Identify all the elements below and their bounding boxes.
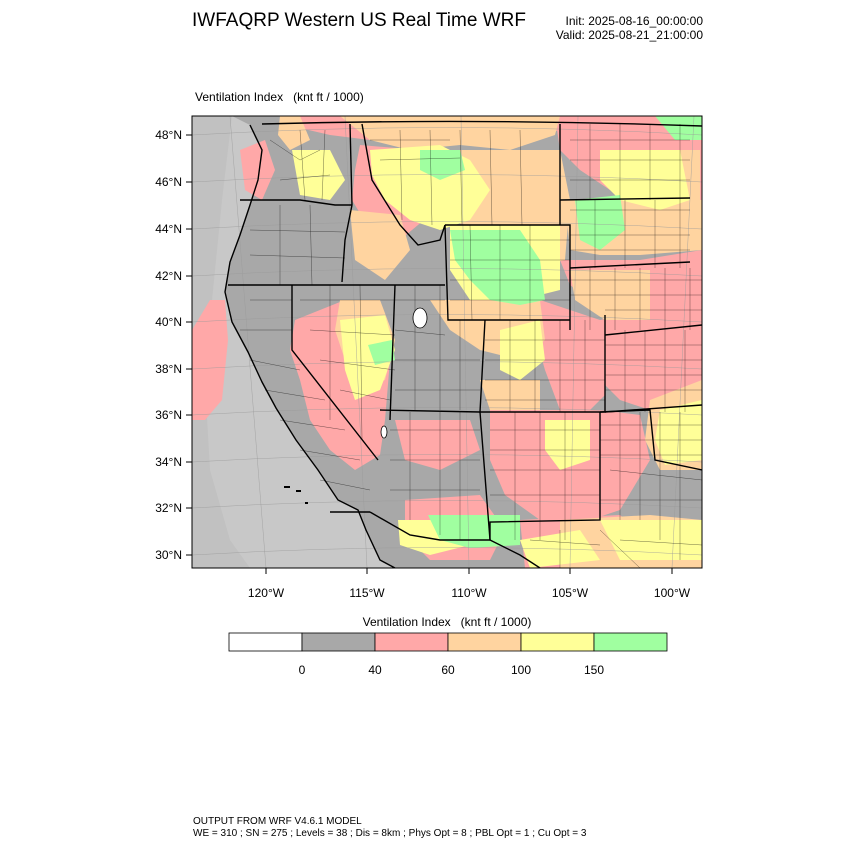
lon-label-120: 120°W (248, 586, 285, 600)
colorbar-swatch-1 (301, 632, 376, 652)
lat-labels: 48°N 46°N 44°N 42°N 40°N 38°N 36°N 34°N … (155, 128, 182, 562)
ventilation-map (192, 116, 702, 568)
valid-time: Valid: 2025-08-21_21:00:00 (555, 28, 703, 42)
colorbar-tick-label: 0 (299, 663, 306, 677)
lat-ticks (186, 134, 192, 556)
colorbar-tick-label: 100 (511, 663, 531, 677)
lon-label-110: 110°W (451, 586, 487, 600)
lat-label-42: 42°N (155, 269, 182, 283)
vi-150-plus-zones (368, 116, 702, 548)
colorbar-swatch-0 (228, 632, 303, 652)
colorbar-swatch-2 (374, 632, 449, 652)
lat-label-34: 34°N (155, 455, 182, 469)
ocean-band (192, 116, 250, 568)
lat-label-46: 46°N (155, 175, 182, 189)
channel-islands (284, 486, 308, 504)
model-info-line-1: OUTPUT FROM WRF V4.6.1 MODEL (193, 816, 362, 827)
state-boundaries (224, 120, 702, 568)
county-boundaries (240, 124, 702, 568)
graticule (192, 116, 702, 568)
lat-label-38: 38°N (155, 362, 182, 376)
colorbar-swatch-5 (593, 632, 668, 652)
lon-ticks (265, 568, 673, 574)
lon-label-105: 105°W (552, 586, 589, 600)
lat-label-44: 44°N (155, 222, 182, 236)
map-variable-label: Ventilation Index (knt ft / 1000) (195, 90, 364, 104)
water-features (380, 307, 428, 439)
colorbar-tick-label: 60 (441, 663, 455, 677)
model-info-line-2: WE = 310 ; SN = 275 ; Levels = 38 ; Dis … (193, 828, 587, 839)
lon-label-115: 115°W (349, 586, 385, 600)
colorbar-swatch-4 (520, 632, 595, 652)
map-frame (191, 115, 703, 569)
lat-label-32: 32°N (155, 501, 182, 515)
colorbar-swatch-3 (447, 632, 522, 652)
colorbar-tick-label: 40 (368, 663, 382, 677)
lat-label-48: 48°N (155, 128, 182, 142)
lat-label-30: 30°N (155, 548, 182, 562)
colorbar: 0 40 60 100 150 (228, 632, 668, 677)
lat-label-36: 36°N (155, 408, 182, 422)
lon-label-100: 100°W (654, 586, 691, 600)
init-time: Init: 2025-08-16_00:00:00 (565, 14, 703, 28)
colorbar-title: Ventilation Index (knt ft / 1000) (362, 615, 532, 629)
lon-labels: 120°W 115°W 110°W 105°W 100°W (248, 586, 691, 600)
lat-label-40: 40°N (155, 315, 182, 329)
colorbar-tick-label: 150 (584, 663, 604, 677)
plot-title: IWFAQRP Western US Real Time WRF (192, 10, 526, 31)
